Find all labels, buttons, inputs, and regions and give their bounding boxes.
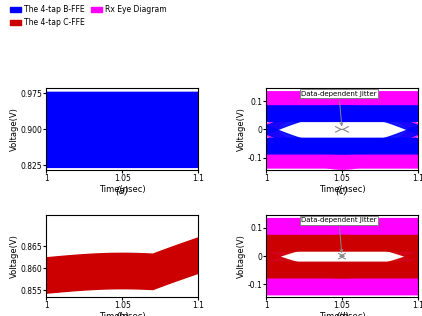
Legend: The 4-tap B-FFE, The 4-tap C-FFE, Rx Eye Diagram: The 4-tap B-FFE, The 4-tap C-FFE, Rx Eye… bbox=[8, 4, 169, 29]
X-axis label: Time(nsec): Time(nsec) bbox=[319, 185, 365, 194]
Text: (d): (d) bbox=[335, 312, 349, 316]
X-axis label: Time(nsec): Time(nsec) bbox=[319, 312, 365, 316]
X-axis label: Time(nsec): Time(nsec) bbox=[99, 312, 146, 316]
Text: Data-dependent Jitter: Data-dependent Jitter bbox=[301, 217, 377, 252]
Text: (c): (c) bbox=[335, 185, 349, 195]
Text: Data-dependent Jitter: Data-dependent Jitter bbox=[301, 90, 377, 125]
Y-axis label: Voltage(V): Voltage(V) bbox=[10, 107, 19, 151]
Y-axis label: Voltage(V): Voltage(V) bbox=[237, 107, 246, 151]
Text: (b): (b) bbox=[115, 312, 129, 316]
Y-axis label: Voltage(V): Voltage(V) bbox=[237, 234, 246, 278]
Y-axis label: Voltage(V): Voltage(V) bbox=[10, 234, 19, 278]
X-axis label: Time(nsec): Time(nsec) bbox=[99, 185, 146, 194]
Text: (a): (a) bbox=[116, 185, 129, 195]
